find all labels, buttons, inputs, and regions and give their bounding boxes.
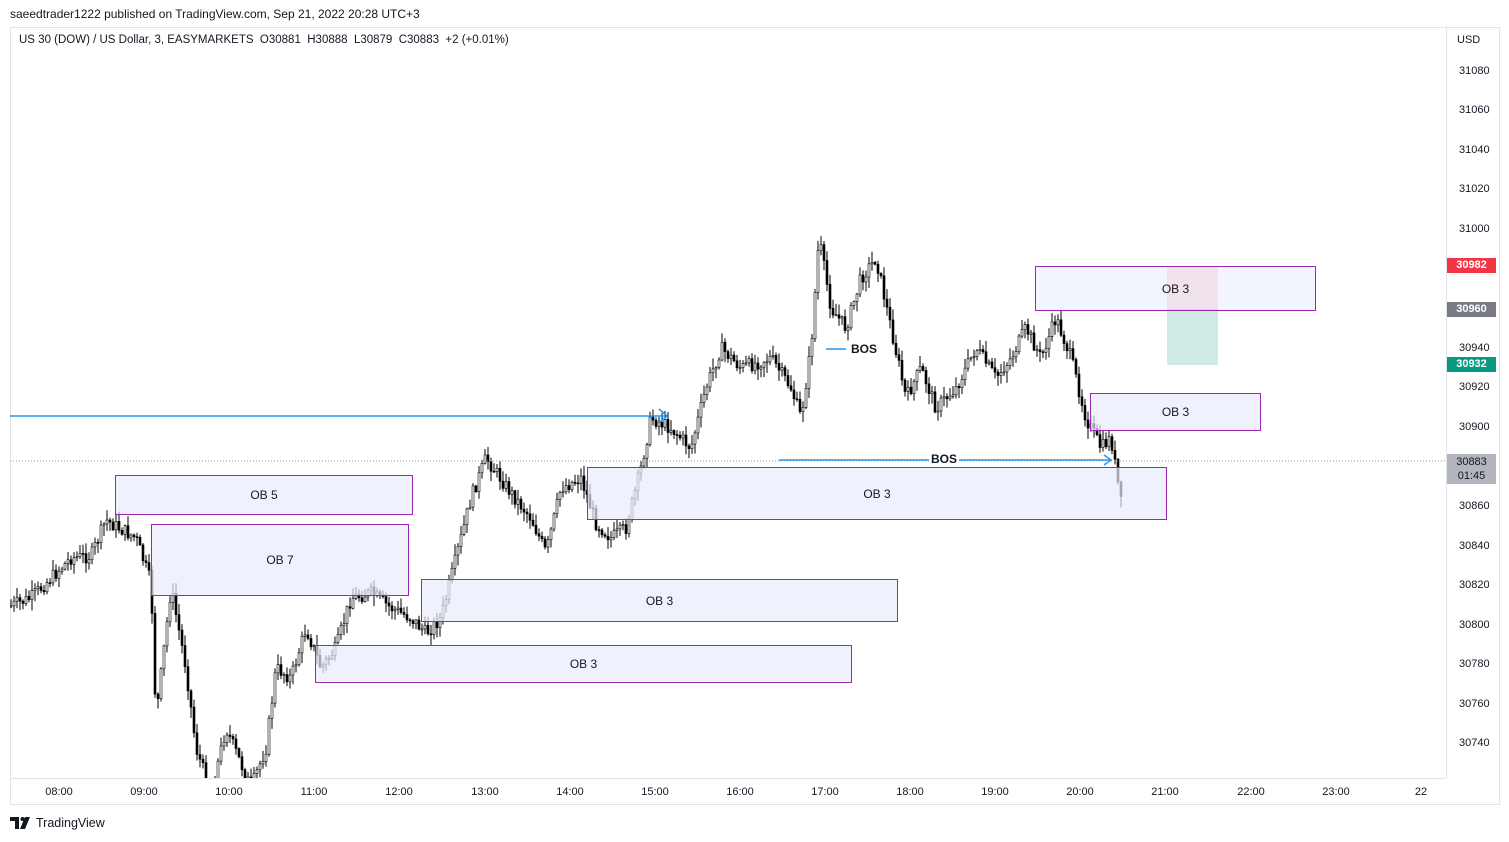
time-tick: 17:00 xyxy=(811,786,839,798)
order-block-ob3[interactable]: OB 3 xyxy=(315,645,852,683)
time-tick: 23:00 xyxy=(1322,786,1350,798)
ohlc-open: O30881 xyxy=(259,34,301,46)
time-tick: 22 xyxy=(1414,786,1428,798)
price-tick: 31080 xyxy=(1459,65,1490,77)
time-tick: 15:00 xyxy=(641,786,669,798)
price-change: +2 (+0.01%) xyxy=(445,34,509,46)
ohlc-low: L30879 xyxy=(353,34,393,46)
symbol-legend: US 30 (DOW) / US Dollar, 3, EASYMARKETS … xyxy=(19,34,509,46)
price-tick: 30780 xyxy=(1459,658,1490,670)
bos-label: BOS xyxy=(929,452,960,466)
current-price-badge: 30883 01:45 xyxy=(1447,454,1496,484)
time-tick: 08:00 xyxy=(45,786,73,798)
order-block-ob3[interactable]: OB 3 xyxy=(421,579,898,622)
price-axis[interactable] xyxy=(1446,28,1499,778)
price-tick: 30920 xyxy=(1459,381,1490,393)
symbol-title: US 30 (DOW) / US Dollar, 3, EASYMARKETS xyxy=(19,34,254,46)
price-tick: 30800 xyxy=(1459,619,1490,631)
price-tick: 30820 xyxy=(1459,579,1490,591)
price-tick: 30760 xyxy=(1459,698,1490,710)
bar-countdown: 01:45 xyxy=(1457,470,1486,482)
time-tick: 09:00 xyxy=(130,786,158,798)
time-tick: 10:00 xyxy=(215,786,243,798)
time-tick: 11:00 xyxy=(300,786,328,798)
time-tick: 18:00 xyxy=(896,786,924,798)
tradingview-logo-icon xyxy=(10,817,30,829)
ohlc-close: C30883 xyxy=(398,34,439,46)
stop-price-badge: 30982 xyxy=(1447,258,1496,273)
order-block-ob3[interactable]: OB 3 xyxy=(1035,266,1316,311)
time-tick: 21:00 xyxy=(1151,786,1179,798)
candlestick-series xyxy=(10,236,1123,778)
order-block-ob3[interactable]: OB 3 xyxy=(1090,393,1261,431)
price-tick: 30840 xyxy=(1459,540,1490,552)
tradingview-logo[interactable]: TradingView xyxy=(10,816,105,830)
publish-info: saeedtrader1222 published on TradingView… xyxy=(10,7,420,21)
price-tick: 30940 xyxy=(1459,342,1490,354)
time-tick: 22:00 xyxy=(1237,786,1265,798)
tradingview-brand: TradingView xyxy=(36,816,105,830)
time-tick: 12:00 xyxy=(385,786,413,798)
current-price-value: 30883 xyxy=(1456,456,1487,468)
price-tick: 30860 xyxy=(1459,500,1490,512)
chart-area[interactable] xyxy=(10,28,1446,778)
price-tick: 31060 xyxy=(1459,104,1490,116)
order-block-ob5[interactable]: OB 5 xyxy=(115,475,413,515)
time-axis[interactable] xyxy=(10,778,1446,804)
currency-label: USD xyxy=(1457,34,1481,46)
time-tick: 14:00 xyxy=(556,786,584,798)
time-tick: 16:00 xyxy=(726,786,754,798)
time-tick: 20:00 xyxy=(1066,786,1094,798)
target-price-badge: 30932 xyxy=(1447,357,1496,372)
order-block-ob3[interactable]: OB 3 xyxy=(587,467,1167,520)
bos-label: BOS xyxy=(849,342,880,356)
time-tick: 13:00 xyxy=(471,786,499,798)
price-tick: 31000 xyxy=(1459,223,1490,235)
entry-price-badge: 30960 xyxy=(1447,302,1496,317)
price-tick: 30900 xyxy=(1459,421,1490,433)
price-tick: 30740 xyxy=(1459,737,1490,749)
price-tick: 31020 xyxy=(1459,183,1490,195)
price-tick: 31040 xyxy=(1459,144,1490,156)
order-block-ob7[interactable]: OB 7 xyxy=(151,524,409,596)
time-tick: 19:00 xyxy=(981,786,1009,798)
ohlc-high: H30888 xyxy=(307,34,348,46)
